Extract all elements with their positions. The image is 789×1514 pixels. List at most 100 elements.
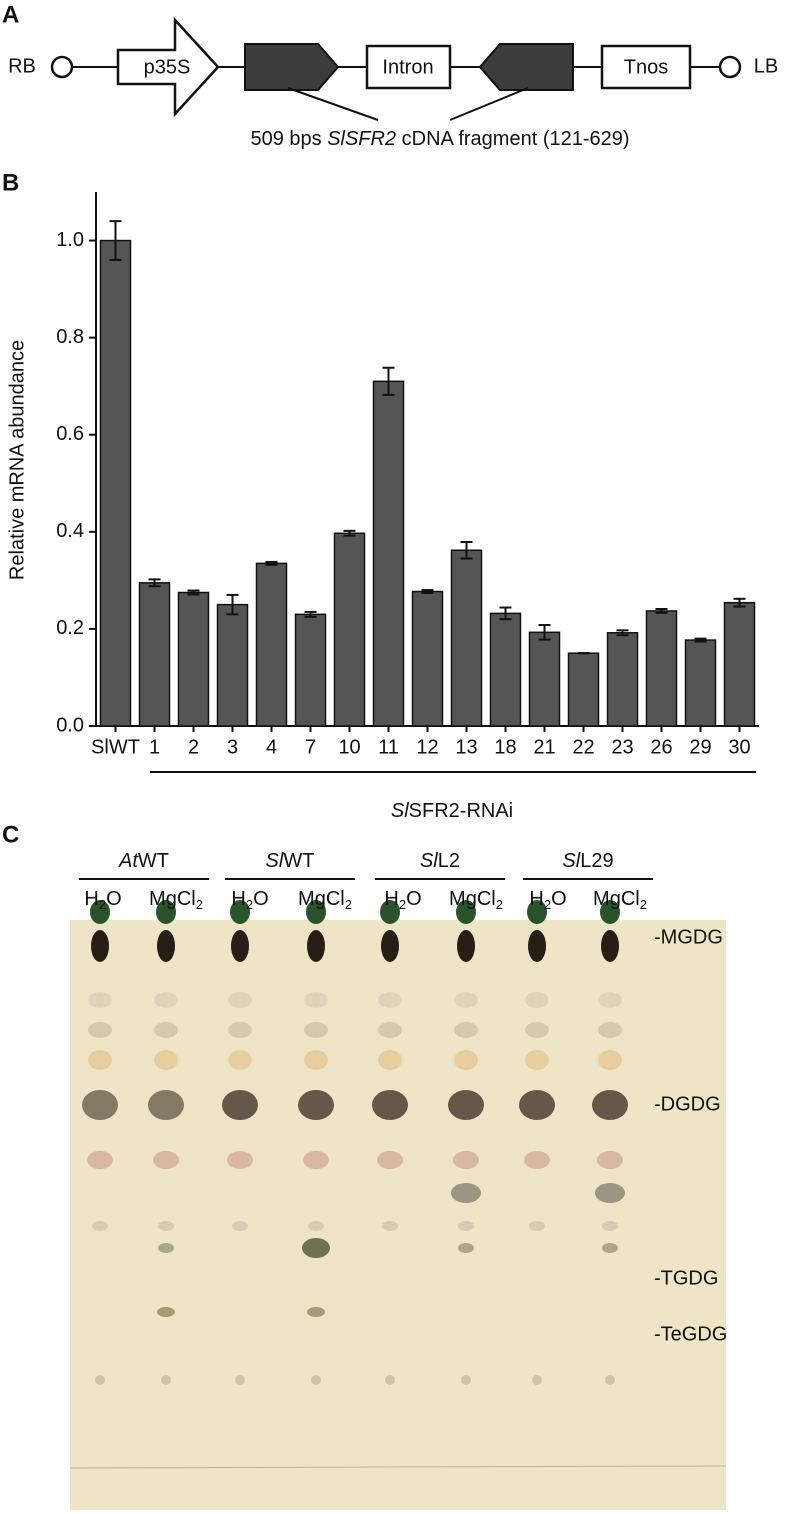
spot xyxy=(157,1307,175,1317)
spot xyxy=(306,900,326,924)
text-part: O xyxy=(406,888,422,910)
spot xyxy=(454,992,478,1008)
spot xyxy=(519,1090,555,1120)
spot xyxy=(156,900,176,924)
band-label: -MGDG xyxy=(654,926,723,948)
text-part: WT xyxy=(283,850,314,872)
spot xyxy=(231,930,249,962)
text-part: H xyxy=(529,888,543,910)
spot xyxy=(378,1022,402,1038)
x-tick-label: 12 xyxy=(416,736,438,758)
spot xyxy=(304,1022,328,1038)
y-tick-label: 0.4 xyxy=(56,520,84,542)
bar xyxy=(333,532,366,727)
lane-label: MgCl2 xyxy=(149,888,203,912)
spot xyxy=(601,930,619,962)
error-bar xyxy=(187,589,200,596)
text-part: MgCl xyxy=(593,888,640,910)
lane-label: H2O xyxy=(231,888,268,912)
x-tick-label: 3 xyxy=(227,736,238,758)
spot xyxy=(528,930,546,962)
spot xyxy=(298,1090,334,1120)
band-label: -TGDG xyxy=(654,1267,718,1289)
spot xyxy=(456,900,476,924)
spot xyxy=(598,992,622,1008)
y-tick-label: 0.8 xyxy=(56,326,84,348)
x-tick-label: 22 xyxy=(572,736,594,758)
bar xyxy=(99,239,132,727)
lane-label: MgCl2 xyxy=(593,888,647,912)
error-bar xyxy=(304,610,317,618)
text-part: MgCl xyxy=(449,888,496,910)
error-bar xyxy=(694,637,707,643)
spot xyxy=(302,1238,330,1258)
spot xyxy=(378,1050,402,1070)
spot xyxy=(230,900,250,924)
spot xyxy=(92,1221,108,1231)
spot xyxy=(304,992,328,1008)
error-bar xyxy=(109,220,122,261)
spot xyxy=(525,1022,549,1038)
text-part: Sl xyxy=(266,850,284,872)
band-label: -DGDG xyxy=(654,1093,721,1115)
x-tick-label: 1 xyxy=(149,736,160,758)
y-axis-label: Relative mRNA abundance xyxy=(6,340,28,580)
caption: 509 bps SlSFR2 cDNA fragment (121-629) xyxy=(250,128,629,150)
bar xyxy=(411,590,444,727)
bar xyxy=(528,631,561,727)
error-bar xyxy=(343,529,356,537)
spot xyxy=(595,1183,625,1203)
spot xyxy=(605,1375,615,1385)
spot xyxy=(378,992,402,1008)
box-label: p35S xyxy=(144,56,191,78)
text-part: L2 xyxy=(438,850,460,872)
spot xyxy=(602,1221,618,1231)
band-label: -TeGDG xyxy=(654,1323,727,1345)
spot xyxy=(308,1221,324,1231)
spot xyxy=(304,1050,328,1070)
spot xyxy=(154,1050,178,1070)
y-tick-label: 0.6 xyxy=(56,423,84,445)
spot xyxy=(88,1050,112,1070)
x-tick-label: 29 xyxy=(689,736,711,758)
spot xyxy=(235,1375,245,1385)
spot xyxy=(82,1090,118,1120)
spot xyxy=(222,1090,258,1120)
error-bar xyxy=(616,629,629,637)
group-label: SlL29 xyxy=(562,850,613,872)
spot xyxy=(600,900,620,924)
bar xyxy=(372,380,405,727)
spot xyxy=(158,1243,174,1253)
spot xyxy=(227,1151,253,1169)
text-part: 2 xyxy=(544,897,551,912)
spot xyxy=(158,1221,174,1231)
spot xyxy=(88,992,112,1008)
spot xyxy=(381,930,399,962)
error-bar xyxy=(382,366,395,396)
x-tick-label: 10 xyxy=(338,736,360,758)
error-bar xyxy=(148,578,161,588)
spot xyxy=(307,1307,325,1317)
spot xyxy=(524,1151,550,1169)
spot xyxy=(592,1090,628,1120)
lane-label: MgCl2 xyxy=(298,888,352,912)
bar xyxy=(606,632,639,727)
spot xyxy=(454,1050,478,1070)
lane-label: H2O xyxy=(384,888,421,912)
x-tick-label: 7 xyxy=(305,736,316,758)
spot xyxy=(457,930,475,962)
text-part: Sl xyxy=(420,850,438,872)
text-part: H xyxy=(384,888,398,910)
panel-letter: C xyxy=(2,821,19,848)
error-bar xyxy=(733,597,746,608)
group-label: SlWT xyxy=(266,850,315,872)
error-bar xyxy=(655,608,668,614)
text-part: 2 xyxy=(196,897,203,912)
spot xyxy=(307,930,325,962)
spot xyxy=(228,1050,252,1070)
spot xyxy=(451,1183,481,1203)
spot xyxy=(461,1375,471,1385)
error-bar xyxy=(499,606,512,621)
x-tick-label: 26 xyxy=(650,736,672,758)
spot xyxy=(311,1375,321,1385)
